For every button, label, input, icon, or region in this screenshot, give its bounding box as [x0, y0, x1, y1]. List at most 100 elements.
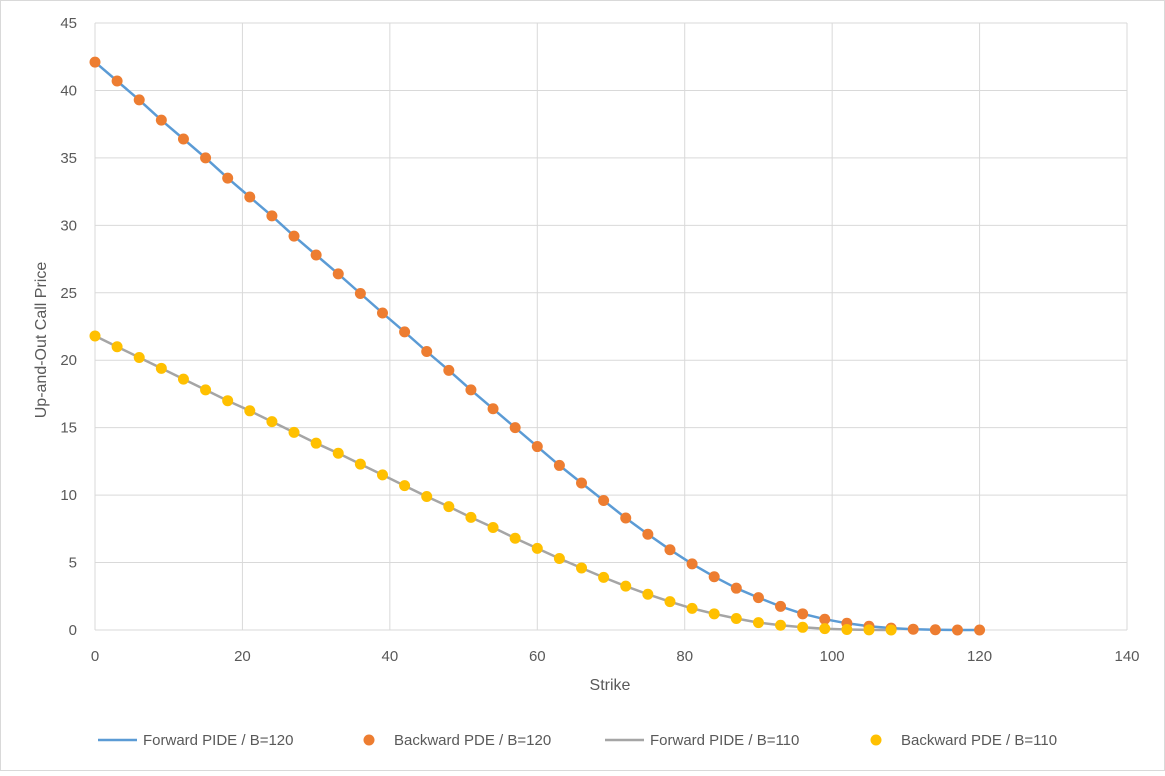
series-3-point	[111, 341, 123, 353]
series-1-point	[244, 191, 256, 203]
legend-marker-swatch	[870, 734, 882, 746]
series-1-point	[775, 600, 787, 612]
series-3-point	[133, 352, 145, 364]
series-3-point	[155, 362, 167, 374]
series-1-point	[354, 287, 366, 299]
series-3-point	[686, 602, 698, 614]
y-tick-label: 10	[60, 487, 77, 504]
series-1-point	[553, 459, 565, 471]
legend-label: Forward PIDE / B=120	[143, 732, 293, 749]
series-1-point	[531, 441, 543, 453]
series-1-point	[399, 326, 411, 338]
series-1-point	[819, 613, 831, 625]
series-3-point	[244, 405, 256, 417]
x-tick-label: 140	[1114, 648, 1139, 665]
series-3-point	[841, 623, 853, 635]
series-1-point	[266, 210, 278, 222]
series-3-point	[598, 571, 610, 583]
tick-label-layer: 0 20 40 60 80 100 120 140 0 5 10 15 20 25 30 35 40 45	[60, 15, 1139, 665]
series-layer	[89, 56, 986, 636]
legend-label: Backward PDE / B=120	[394, 732, 551, 749]
legend: Forward PIDE / B=120 Backward PDE / B=120…	[98, 732, 1057, 749]
y-tick-label: 20	[60, 352, 77, 369]
series-3-point	[487, 521, 499, 533]
series-1-point	[443, 364, 455, 376]
series-3-point	[752, 617, 764, 629]
series-3-point	[642, 588, 654, 600]
series-3-point	[775, 619, 787, 631]
y-axis-title: Up-and-Out Call Price	[33, 262, 50, 419]
y-tick-label: 5	[69, 555, 77, 572]
series-1-point	[111, 75, 123, 87]
series-1-point	[730, 582, 742, 594]
series-1-point	[200, 152, 212, 164]
series-3-point	[620, 580, 632, 592]
series-1-point	[951, 624, 963, 636]
x-tick-label: 0	[91, 648, 99, 665]
series-3-point	[421, 490, 433, 502]
series-3-point	[266, 416, 278, 428]
series-1-point	[222, 172, 234, 184]
x-tick-label: 40	[382, 648, 399, 665]
series-1-point	[974, 624, 986, 636]
legend-label: Backward PDE / B=110	[901, 732, 1057, 749]
series-1-point	[907, 623, 919, 635]
series-1-point	[664, 544, 676, 556]
series-1-point	[465, 384, 477, 396]
y-tick-label: 30	[60, 217, 77, 234]
series-1-point	[620, 512, 632, 524]
y-tick-label: 25	[60, 285, 77, 302]
series-3-point	[177, 373, 189, 385]
series-3-point	[553, 553, 565, 565]
series-3-point	[200, 384, 212, 396]
series-3-point	[376, 469, 388, 481]
series-3-point	[443, 501, 455, 513]
series-3-point	[708, 608, 720, 620]
series-3-point	[465, 511, 477, 523]
series-1-point	[797, 608, 809, 620]
series-3-point	[399, 480, 411, 492]
series-1-point	[576, 477, 588, 489]
series-1-point	[929, 624, 941, 636]
series-1-point	[89, 56, 101, 68]
series-1-point	[155, 114, 167, 126]
series-3-point	[509, 532, 521, 544]
series-1-point	[509, 422, 521, 434]
y-tick-label: 45	[60, 15, 77, 32]
series-3-point	[310, 437, 322, 449]
series-1-point	[421, 345, 433, 357]
y-tick-label: 35	[60, 150, 77, 167]
series-1-point	[376, 307, 388, 319]
x-tick-label: 20	[234, 648, 251, 665]
series-3-point	[354, 458, 366, 470]
series-1-point	[686, 558, 698, 570]
series-1-point	[332, 268, 344, 280]
series-1-point	[752, 592, 764, 604]
series-1-point	[288, 230, 300, 242]
series-3-point	[664, 596, 676, 608]
series-3-point	[730, 613, 742, 625]
series-1-point	[133, 94, 145, 106]
series-3-point	[885, 624, 897, 636]
legend-label: Forward PIDE / B=110	[650, 732, 799, 749]
series-3-point	[576, 562, 588, 574]
series-1-point	[177, 133, 189, 145]
series-1-point	[598, 495, 610, 507]
series-1-point	[708, 571, 720, 583]
x-tick-label: 80	[676, 648, 693, 665]
x-axis-title: Strike	[590, 677, 631, 694]
x-tick-label: 60	[529, 648, 546, 665]
series-1-point	[310, 249, 322, 261]
series-3-point	[863, 624, 875, 636]
x-tick-label: 100	[820, 648, 845, 665]
series-3-point	[89, 330, 101, 342]
grid-layer	[94, 22, 1128, 631]
y-tick-label: 0	[69, 622, 77, 639]
series-3-point	[797, 621, 809, 633]
series-3-point	[222, 395, 234, 407]
series-1-point	[642, 528, 654, 540]
legend-marker-swatch	[363, 734, 375, 746]
series-1-point	[487, 403, 499, 415]
